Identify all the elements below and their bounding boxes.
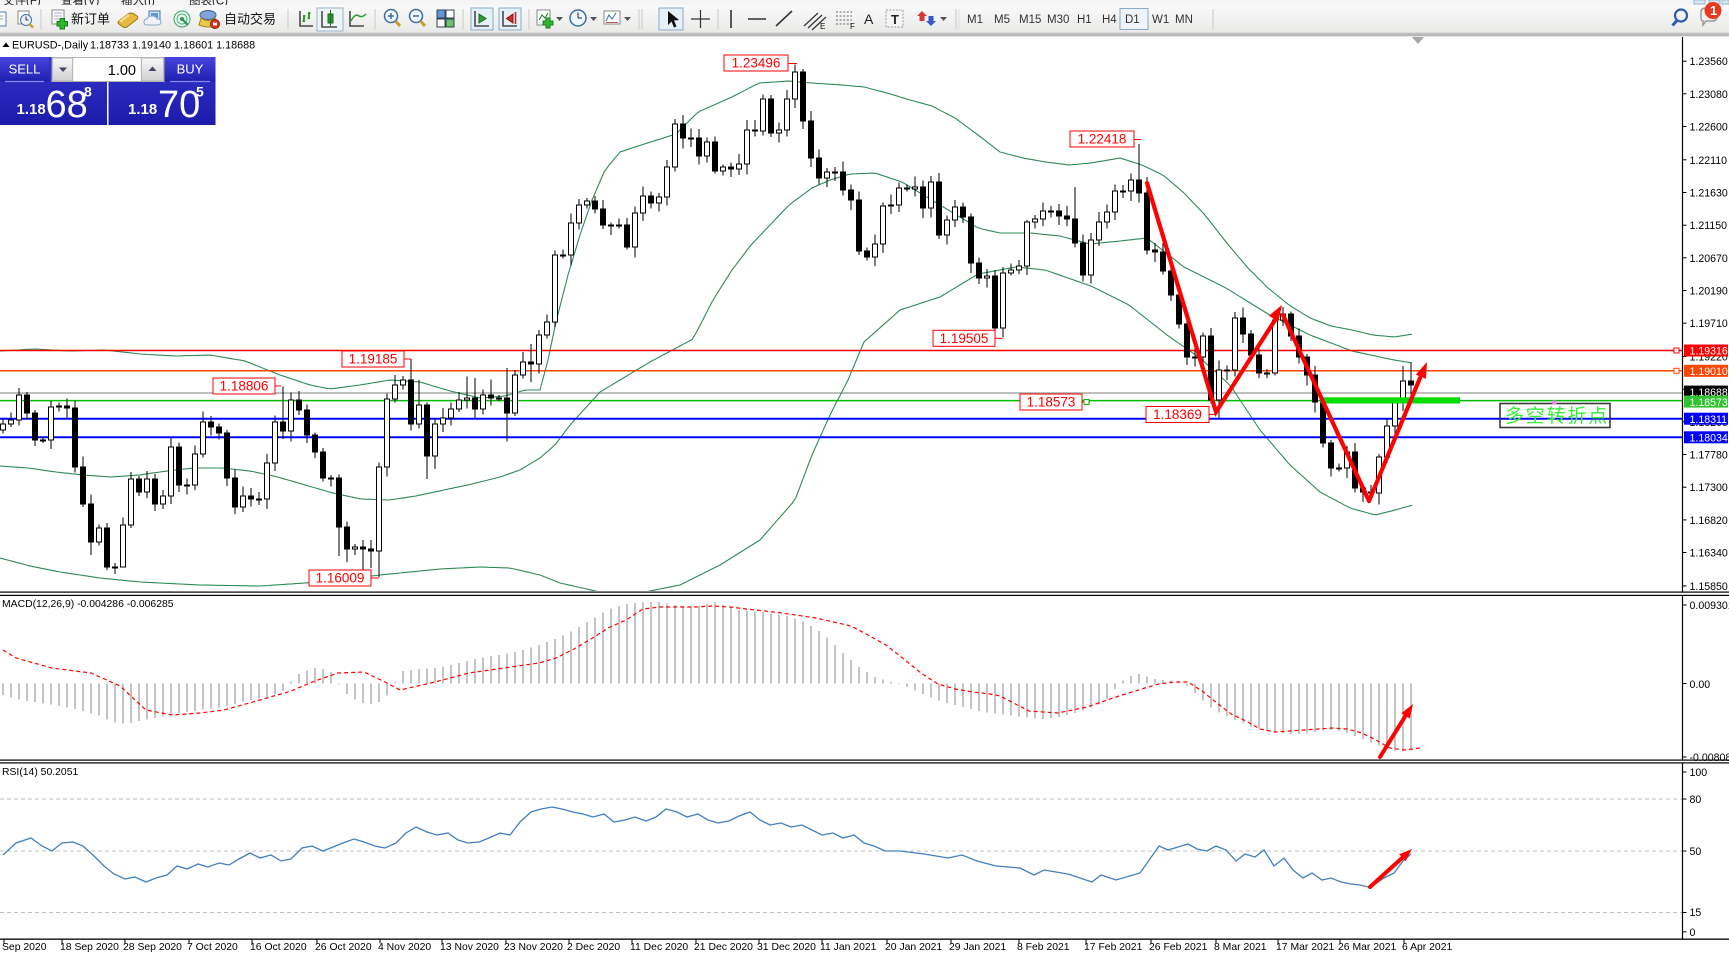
svg-text:D1: D1 (1125, 14, 1140, 26)
svg-text:4 Nov 2020: 4 Nov 2020 (378, 942, 431, 953)
svg-text:50: 50 (1690, 846, 1702, 858)
svg-text:26 Feb 2021: 26 Feb 2021 (1149, 942, 1208, 953)
svg-text:20 Jan 2021: 20 Jan 2021 (885, 942, 942, 953)
svg-text:T: T (891, 12, 899, 27)
svg-text:A: A (864, 11, 874, 27)
svg-text:1.19010: 1.19010 (1690, 366, 1728, 378)
svg-text:1.19710: 1.19710 (1690, 318, 1728, 330)
svg-text:18 Sep 2020: 18 Sep 2020 (60, 942, 119, 953)
svg-text:1.22600: 1.22600 (1690, 122, 1728, 134)
svg-text:1.18733 1.19140 1.18601 1.1868: 1.18733 1.19140 1.18601 1.18688 (90, 40, 255, 52)
svg-text:5: 5 (196, 84, 204, 100)
svg-text:-0.008082: -0.008082 (1690, 752, 1729, 764)
svg-text:31 Dec 2020: 31 Dec 2020 (757, 942, 816, 953)
svg-text:1.18573: 1.18573 (1027, 395, 1076, 410)
svg-text:80: 80 (1690, 794, 1702, 806)
svg-text:文件(F): 文件(F) (3, 0, 41, 8)
svg-text:W1: W1 (1152, 14, 1169, 26)
svg-text:Sep 2020: Sep 2020 (2, 942, 47, 953)
svg-text:SELL: SELL (9, 62, 41, 77)
svg-text:查看(V): 查看(V) (61, 0, 99, 8)
svg-text:70: 70 (158, 84, 200, 126)
svg-text:1.18573: 1.18573 (1690, 397, 1728, 409)
svg-text:EURUSD-,Daily: EURUSD-,Daily (12, 40, 89, 52)
svg-text:1.18369: 1.18369 (1153, 407, 1202, 422)
svg-text:自动交易: 自动交易 (224, 12, 276, 27)
svg-text:1.20670: 1.20670 (1690, 253, 1728, 265)
svg-text:M5: M5 (994, 14, 1010, 26)
svg-text:1.18806: 1.18806 (220, 379, 269, 394)
svg-text:1.21630: 1.21630 (1690, 188, 1728, 200)
svg-text:1.23080: 1.23080 (1690, 89, 1728, 101)
svg-text:29 Jan 2021: 29 Jan 2021 (949, 942, 1006, 953)
svg-text:1.00: 1.00 (108, 63, 136, 79)
svg-text:1.23560: 1.23560 (1690, 56, 1728, 68)
svg-text:1.18: 1.18 (128, 101, 157, 118)
svg-text:1.18034: 1.18034 (1690, 433, 1728, 445)
svg-text:1.17780: 1.17780 (1690, 450, 1728, 462)
svg-text:26 Oct 2020: 26 Oct 2020 (315, 942, 372, 953)
svg-text:图表(C): 图表(C) (189, 0, 228, 8)
svg-text:1.18311: 1.18311 (1690, 414, 1728, 426)
svg-text:BUY: BUY (177, 62, 204, 77)
svg-text:100: 100 (1690, 767, 1708, 779)
svg-text:1.19505: 1.19505 (940, 331, 989, 346)
svg-text:8: 8 (84, 84, 92, 100)
svg-text:1.18: 1.18 (17, 101, 46, 118)
svg-text:E: E (820, 22, 825, 31)
svg-text:MN: MN (1175, 14, 1193, 26)
svg-text:21 Dec 2020: 21 Dec 2020 (694, 942, 753, 953)
svg-text:0.009301: 0.009301 (1690, 600, 1729, 612)
svg-text:M30: M30 (1047, 14, 1069, 26)
svg-text:11 Jan 2021: 11 Jan 2021 (820, 942, 877, 953)
svg-text:16 Oct 2020: 16 Oct 2020 (250, 942, 307, 953)
svg-text:1.22418: 1.22418 (1078, 132, 1127, 147)
svg-text:11 Dec 2020: 11 Dec 2020 (630, 942, 688, 953)
svg-text:1.20190: 1.20190 (1690, 286, 1728, 298)
svg-text:M1: M1 (967, 14, 983, 26)
svg-text:1.19316: 1.19316 (1690, 346, 1728, 358)
svg-text:MACD(12,26,9) -0.004286 -0.006: MACD(12,26,9) -0.004286 -0.006285 (2, 599, 174, 610)
svg-text:28 Sep 2020: 28 Sep 2020 (123, 942, 182, 953)
svg-text:M15: M15 (1019, 14, 1041, 26)
svg-text:1.15850: 1.15850 (1690, 581, 1728, 593)
svg-text:RSI(14) 50.2051: RSI(14) 50.2051 (2, 767, 78, 778)
svg-text:0: 0 (1690, 927, 1696, 939)
svg-text:H4: H4 (1102, 14, 1117, 26)
svg-text:1.21150: 1.21150 (1690, 220, 1728, 232)
svg-text:1: 1 (1710, 3, 1717, 18)
svg-text:多空转折点: 多空转折点 (1505, 405, 1609, 427)
svg-text:17 Mar 2021: 17 Mar 2021 (1276, 942, 1335, 953)
svg-text:15: 15 (1690, 907, 1702, 919)
svg-text:插入(I): 插入(I) (121, 0, 155, 8)
svg-text:H1: H1 (1077, 14, 1092, 26)
svg-text:2 Dec 2020: 2 Dec 2020 (567, 942, 620, 953)
svg-text:68: 68 (46, 84, 88, 126)
svg-text:1.16820: 1.16820 (1690, 515, 1728, 527)
svg-text:新订单: 新订单 (71, 12, 110, 27)
svg-text:1.23496: 1.23496 (732, 56, 781, 71)
svg-text:1.19185: 1.19185 (349, 352, 398, 367)
svg-text:23 Nov 2020: 23 Nov 2020 (504, 942, 563, 953)
svg-text:8 Feb 2021: 8 Feb 2021 (1017, 942, 1070, 953)
svg-text:1.16009: 1.16009 (316, 571, 365, 586)
svg-text:1.16340: 1.16340 (1690, 548, 1728, 560)
svg-text:0.00: 0.00 (1690, 679, 1711, 691)
svg-text:17 Feb 2021: 17 Feb 2021 (1084, 942, 1143, 953)
svg-text:8 Mar 2021: 8 Mar 2021 (1214, 942, 1267, 953)
svg-text:13 Nov 2020: 13 Nov 2020 (440, 942, 499, 953)
svg-text:1.22110: 1.22110 (1690, 155, 1728, 167)
svg-text:6 Apr 2021: 6 Apr 2021 (1402, 942, 1452, 953)
svg-text:F: F (850, 22, 855, 31)
svg-text:26 Mar 2021: 26 Mar 2021 (1338, 942, 1397, 953)
svg-text:1.17300: 1.17300 (1690, 482, 1728, 494)
svg-text:7 Oct 2020: 7 Oct 2020 (187, 942, 238, 953)
